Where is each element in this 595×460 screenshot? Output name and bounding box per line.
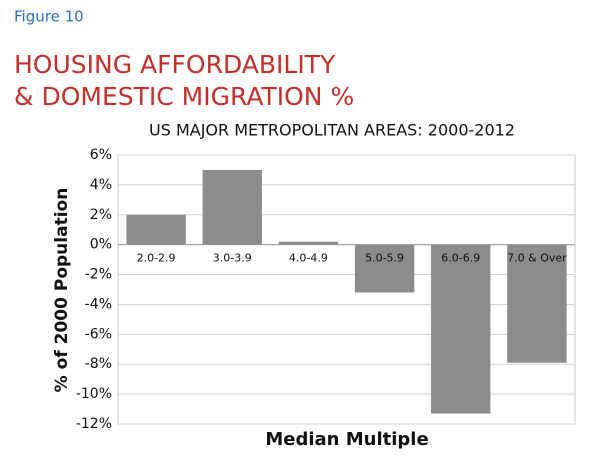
y-tick-label: -4% [85, 296, 112, 312]
bar [126, 214, 186, 245]
bar [202, 169, 262, 245]
x-tick-label: 7.0 & Over [507, 252, 567, 265]
x-tick-label: 3.0-3.9 [213, 252, 252, 265]
bar [278, 241, 339, 245]
bar [507, 244, 567, 363]
y-tick-label: 4% [90, 177, 112, 193]
x-axis-label: Median Multiple [265, 429, 428, 450]
x-tick-label: 5.0-5.9 [365, 252, 404, 265]
x-tick-label: 4.0-4.9 [289, 252, 328, 265]
y-tick-label: 2% [90, 207, 112, 223]
y-tick-label: -2% [85, 267, 112, 283]
x-tick-label: 6.0-6.9 [441, 252, 480, 265]
bar [431, 244, 491, 414]
bar [354, 244, 415, 293]
y-tick-label: -12% [76, 416, 112, 432]
y-tick-label: -8% [85, 356, 112, 372]
x-tick-label: 2.0-2.9 [137, 252, 176, 265]
y-tick-label: 0% [90, 237, 112, 253]
y-tick-label: -6% [85, 326, 112, 342]
y-tick-label: -10% [76, 386, 112, 402]
chart-title: HOUSING AFFORDABILITY [14, 50, 336, 79]
chart-subtitle: US MAJOR METROPOLITAN AREAS: 2000-2012 [149, 121, 515, 140]
figure-label: Figure 10 [14, 8, 84, 26]
y-tick-label: 6% [90, 147, 112, 163]
y-axis-label: % of 2000 Population [52, 188, 72, 393]
chart-title: & DOMESTIC MIGRATION % [14, 82, 354, 111]
